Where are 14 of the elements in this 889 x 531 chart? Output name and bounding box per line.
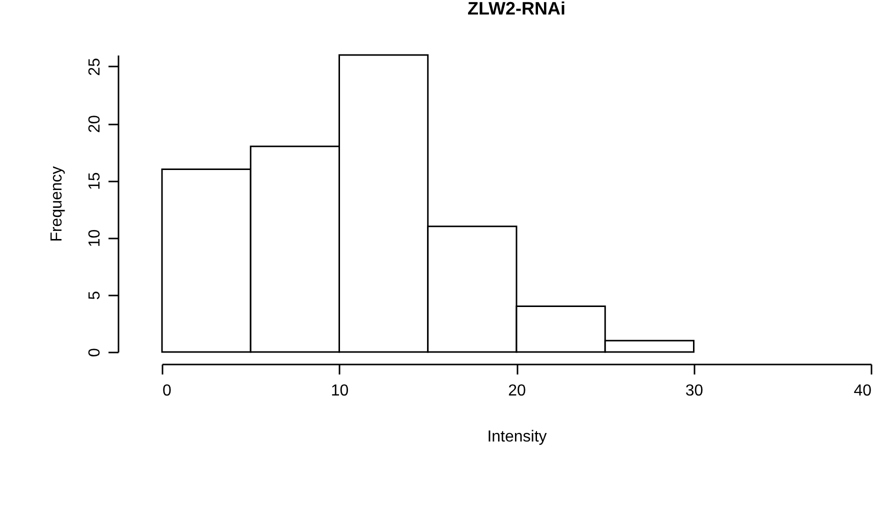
y-tick-label: 20 bbox=[86, 115, 104, 133]
chart-title: ZLW2-RNAi bbox=[468, 0, 566, 18]
x-tick-label: 30 bbox=[685, 382, 704, 400]
x-tick-label: 40 bbox=[854, 382, 872, 400]
x-tick-label: 10 bbox=[330, 382, 349, 400]
x-tick-label: 20 bbox=[508, 382, 526, 400]
y-axis-title: Frequency bbox=[48, 166, 66, 242]
y-tick-label: 0 bbox=[86, 348, 104, 357]
y-tick-label: 15 bbox=[86, 172, 104, 190]
y-tick-label: 5 bbox=[86, 290, 104, 300]
x-tick-label: 0 bbox=[162, 382, 172, 400]
y-tick-label: 10 bbox=[86, 229, 104, 248]
y-tick-label: 25 bbox=[86, 58, 104, 76]
x-axis-title: Intensity bbox=[487, 428, 547, 446]
